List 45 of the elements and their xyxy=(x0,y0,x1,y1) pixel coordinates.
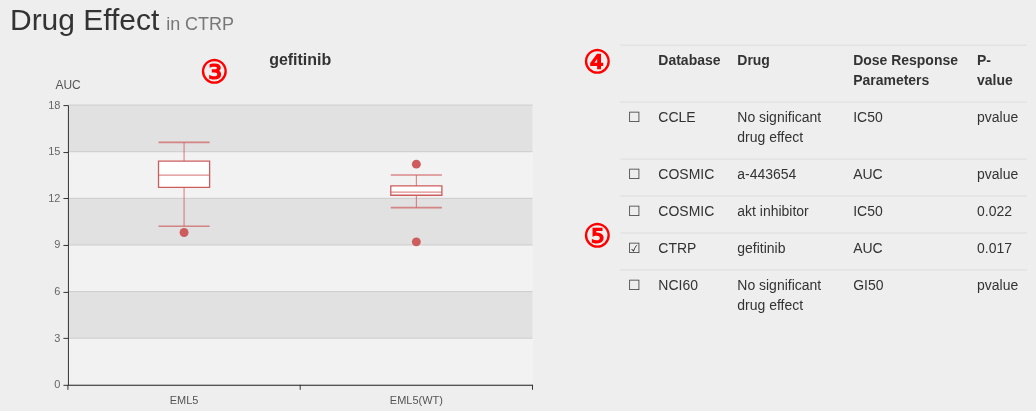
text: AUC xyxy=(853,166,883,183)
text: CTRP xyxy=(658,239,697,256)
text: in CTRP xyxy=(166,14,235,35)
y-tick-label: 18 xyxy=(48,98,61,111)
text: No significant drug effect xyxy=(737,276,822,313)
y-tick-label: 0 xyxy=(54,378,61,391)
y-tick-label: 6 xyxy=(54,285,61,298)
category-label: P-value xyxy=(977,52,1014,89)
text: ③ xyxy=(200,53,230,92)
text: NCI60 xyxy=(658,276,698,293)
text: Drug Effect xyxy=(9,3,161,37)
text: ☐ xyxy=(628,276,642,293)
y-tick-label: 12 xyxy=(48,191,61,204)
text: IC50 xyxy=(853,202,883,219)
text: pvalue xyxy=(977,166,1019,183)
text: ☐ xyxy=(628,166,642,183)
text: gefitinib xyxy=(737,239,786,256)
text: 0.017 xyxy=(977,239,1013,256)
text: ☐ xyxy=(628,202,642,219)
y-tick-label: 9 xyxy=(54,238,61,251)
category-label: Dose Response Parameters xyxy=(853,52,959,89)
text: ④ xyxy=(582,43,612,82)
text: ☐ xyxy=(628,109,642,126)
text: pvalue xyxy=(977,276,1019,293)
y-axis-title: AUC xyxy=(55,77,82,92)
text: ⑤ xyxy=(582,216,612,255)
text: COSMIC xyxy=(658,166,715,183)
text: 0.022 xyxy=(977,202,1013,219)
chart-title: gefitinib xyxy=(269,51,332,69)
text: GI50 xyxy=(853,276,884,293)
text: COSMIC xyxy=(658,202,715,219)
category-label: Drug xyxy=(737,52,770,69)
text: ☑ xyxy=(628,239,642,256)
text: pvalue xyxy=(977,109,1019,126)
text: CCLE xyxy=(658,109,696,126)
text: IC50 xyxy=(853,109,883,126)
text: No significant drug effect xyxy=(737,109,822,146)
x-tick-label: EML5 xyxy=(169,394,199,407)
text: akt inhibitor xyxy=(737,202,809,219)
x-tick-label: EML5(WT) xyxy=(389,394,443,407)
category-label: Database xyxy=(658,52,721,69)
text: AUC xyxy=(853,239,883,256)
text: a-443654 xyxy=(737,166,797,183)
y-tick-label: 15 xyxy=(48,145,61,158)
y-tick-label: 3 xyxy=(54,331,61,344)
